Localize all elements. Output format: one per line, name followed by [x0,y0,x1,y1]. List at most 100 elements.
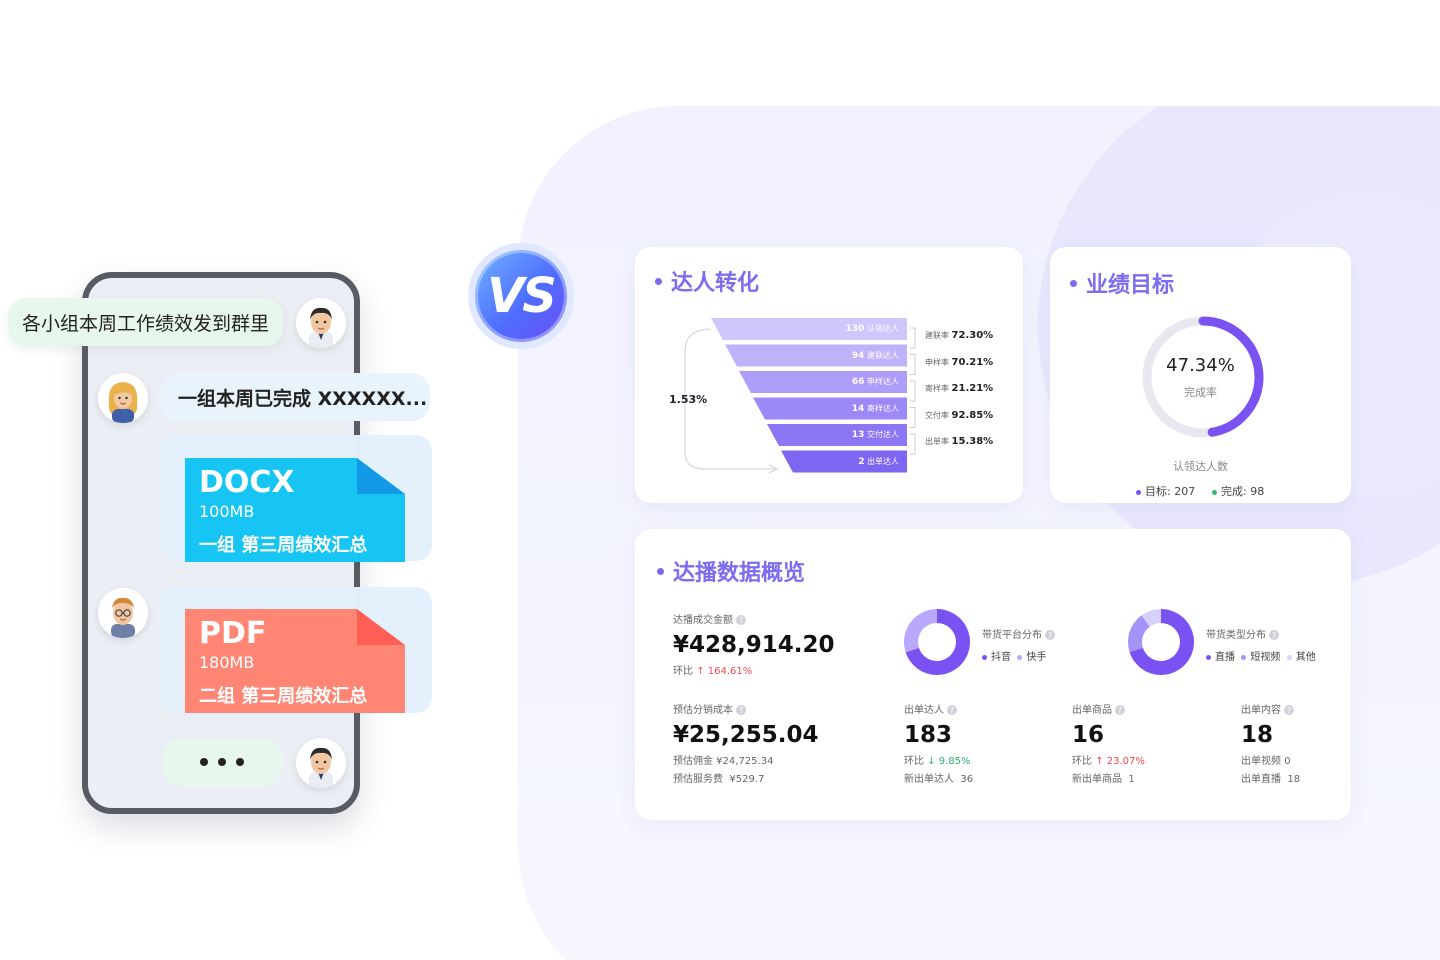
help-icon[interactable]: ? [947,705,957,715]
legend-dot [1017,654,1023,660]
target-percent: 47.34% [1166,355,1235,376]
funnel-rate-bracket [910,327,916,349]
content-value: 18 [1241,722,1274,748]
cost-label-text: 预估分销成本 [673,705,733,716]
typing-indicator [162,738,282,786]
creators-label-text: 出单达人 [904,705,944,716]
target-percent-label: 完成率 [1184,386,1217,399]
funnel-rate-label: 寄样率 21.21% [925,383,993,394]
typing-dot [236,758,244,766]
legend-item: 直播 [1215,652,1235,663]
donut-slice [1141,609,1161,627]
funnel-rate-value: 21.21% [951,383,994,394]
products-ratio: 环比 ↑ 23.07% [1072,752,1145,767]
funnel-rate-label: 交付率 92.85% [925,410,993,421]
help-icon[interactable]: ? [736,705,746,715]
help-icon[interactable]: ? [1045,630,1055,640]
funnel-stage-value: 14 [851,403,865,414]
sub-label: 预估服务费 [673,774,723,785]
funnel-stage-bar [753,397,907,420]
file-name: 二组 第三周绩效汇总 [199,686,368,707]
funnel-stage-label: 14 寄样达人 [852,403,899,414]
funnel-stage-value: 130 [845,324,865,334]
funnel-rate-label: 出单率 15.38% [925,436,993,447]
products-label-text: 出单商品 [1072,705,1112,716]
vs-label: VS [475,250,567,342]
ratio-value: ↑ 23.07% [1095,756,1145,767]
funnel-stage-value: 13 [851,430,865,440]
funnel-rate-value: 72.30% [951,330,994,341]
ratio-label: 环比 [1072,756,1092,767]
type-donut-chart [1128,609,1194,675]
legend-item: 快手 [1026,652,1047,663]
avatar-man-icon[interactable] [296,738,346,788]
vs-badge: VS [468,243,574,349]
donut-slice [1128,615,1150,653]
funnel-stage-name: 申样达人 [864,377,899,386]
funnel-rate-bracket [910,380,916,402]
funnel-stage-value: 94 [851,350,865,361]
funnel-rate-bracket [910,354,916,375]
funnel-overall-rate: 1.53% [669,393,708,406]
funnel-rate-label: 建联率 72.30% [925,330,993,341]
title-bullet [655,277,662,285]
target-done: 完成: 98 [1212,483,1264,499]
chat-bubble-report: 一组本周已完成 XXXXXX... [160,373,430,421]
file-name: 一组 第三周绩效汇总 [199,535,368,556]
avatar-glasses-man-icon[interactable] [98,588,148,638]
platform-label-text: 带货平台分布 [982,630,1042,641]
avatar-man-icon[interactable] [296,298,346,348]
donut-slice [904,609,937,653]
funnel-stage-bar [739,371,907,393]
sub-value: ¥529.7 [729,774,765,785]
funnel-rate-label: 申样率 70.21% [925,357,993,368]
funnel-rate-value: 92.85% [951,409,994,421]
target-title: 业绩目标 [1086,273,1175,298]
gmv-value: ¥428,914.20 [673,632,835,658]
typing-dot [200,758,208,766]
funnel-rate-value: 15.38% [951,436,994,447]
funnel-rate-name: 建联率 [925,331,952,340]
content-lives: 出单直播 18 [1241,770,1300,785]
funnel-stage-name: 出单达人 [864,456,899,466]
funnel-stage-bar [781,450,907,473]
funnel-stage-label: 13 交付达人 [852,429,899,440]
docx-file-icon[interactable]: DOCX 100MB 一组 第三周绩效汇总 [185,458,405,562]
title-bullet [1070,279,1077,287]
creators-label: 出单达人? [904,701,957,716]
sub-label: 出单视频 [1241,756,1281,767]
help-icon[interactable]: ? [1284,705,1294,715]
funnel-stage-value: 2 [858,456,865,467]
ratio-value: ↓ 9.85% [927,756,971,767]
funnel-card: 达人转化 1.53% 130 认领达人 94 建联达人 66 申样达人 14 寄样达人… [635,247,1023,503]
help-icon[interactable]: ? [1115,705,1125,715]
funnel-rate-bracket [910,407,916,428]
help-icon[interactable]: ? [736,615,746,625]
funnel-rate-name: 申样率 [925,357,952,367]
typing-dot [218,758,226,766]
ratio-label: 环比 [673,666,693,677]
cost-commission: 预估佣金 ¥24,725.34 [673,756,774,767]
platform-donut-chart [904,609,970,675]
funnel-rate-name: 出单率 [925,437,952,446]
content-videos: 出单视频 0 [1241,752,1291,767]
help-icon[interactable]: ? [1269,630,1279,640]
funnel-stage-bar [711,318,907,340]
avatar-woman-icon[interactable] [98,373,148,423]
cost-service-fee: 预估服务费 ¥529.7 [673,770,764,785]
funnel-rate-name: 寄样率 [925,384,952,393]
creators-ratio: 环比 ↓ 9.85% [904,752,971,767]
chat-message-text: 各小组本周工作绩效发到群里 [22,312,270,335]
legend-dot [982,654,987,660]
card-title: 业绩目标 [1070,267,1174,299]
ratio-value: ↑ 164.61% [696,666,753,677]
funnel-stage-label: 94 建联达人 [852,350,899,361]
title-bullet [657,567,664,575]
file-size: 100MB [199,502,255,521]
chat-message-text: 一组本周已完成 XXXXXX... [178,387,428,410]
card-title: 达人转化 [655,265,759,297]
pdf-file-icon[interactable]: PDF 180MB 二组 第三周绩效汇总 [185,609,405,713]
target-gauge [1142,316,1264,438]
type-label: 带货类型分布? [1206,626,1279,641]
legend-dot [1206,654,1211,660]
